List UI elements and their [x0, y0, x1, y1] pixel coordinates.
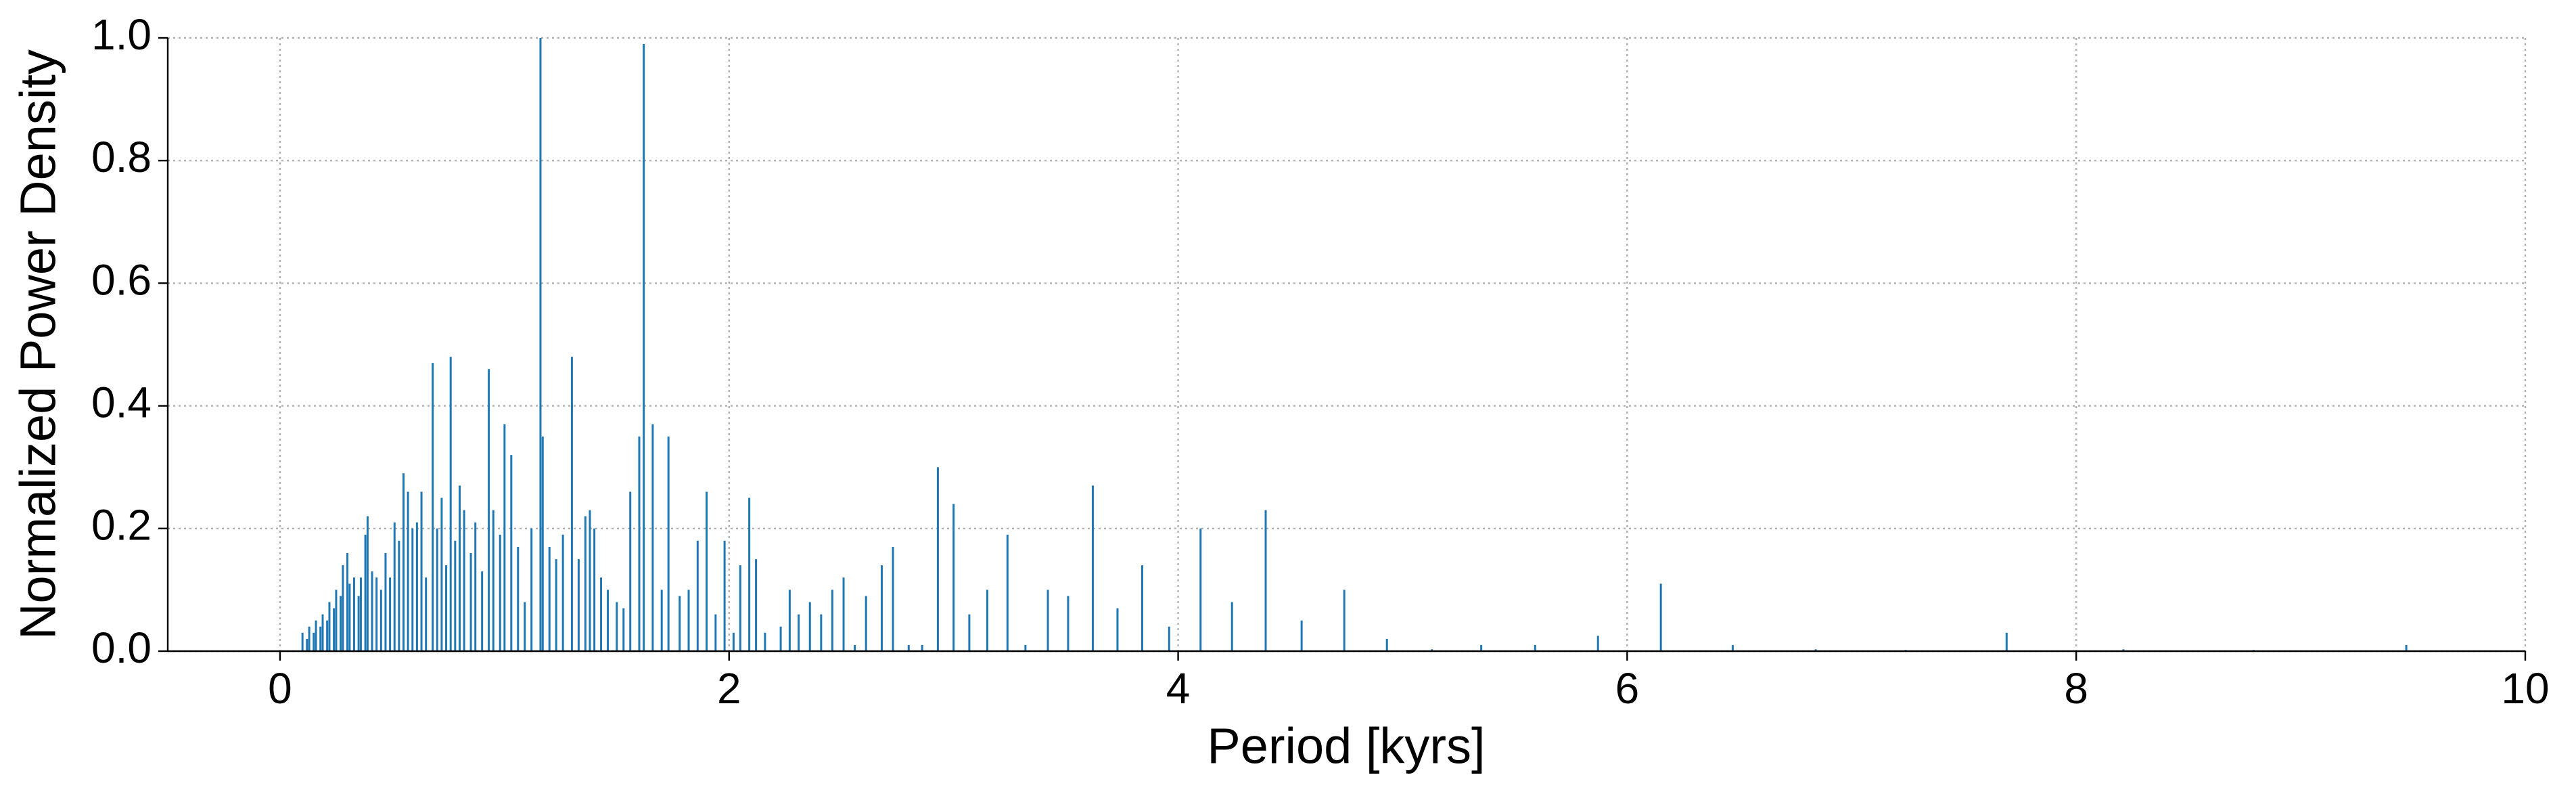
y-tick-label: 1.0 [91, 10, 152, 59]
x-tick-label: 0 [268, 664, 292, 713]
y-axis-label: Normalized Power Density [10, 49, 66, 640]
x-tick-label: 10 [2501, 664, 2549, 713]
y-tick-label: 0.6 [91, 255, 152, 304]
x-tick-label: 4 [1166, 664, 1191, 713]
y-tick-label: 0.0 [91, 623, 152, 672]
y-tick-label: 0.8 [91, 133, 152, 181]
y-tick-label: 0.4 [91, 378, 152, 427]
x-tick-label: 2 [717, 664, 741, 713]
y-tick-label: 0.2 [91, 501, 152, 550]
x-axis-label: Period [kyrs] [1207, 718, 1485, 774]
x-tick-label: 6 [1615, 664, 1640, 713]
x-tick-label: 8 [2064, 664, 2088, 713]
